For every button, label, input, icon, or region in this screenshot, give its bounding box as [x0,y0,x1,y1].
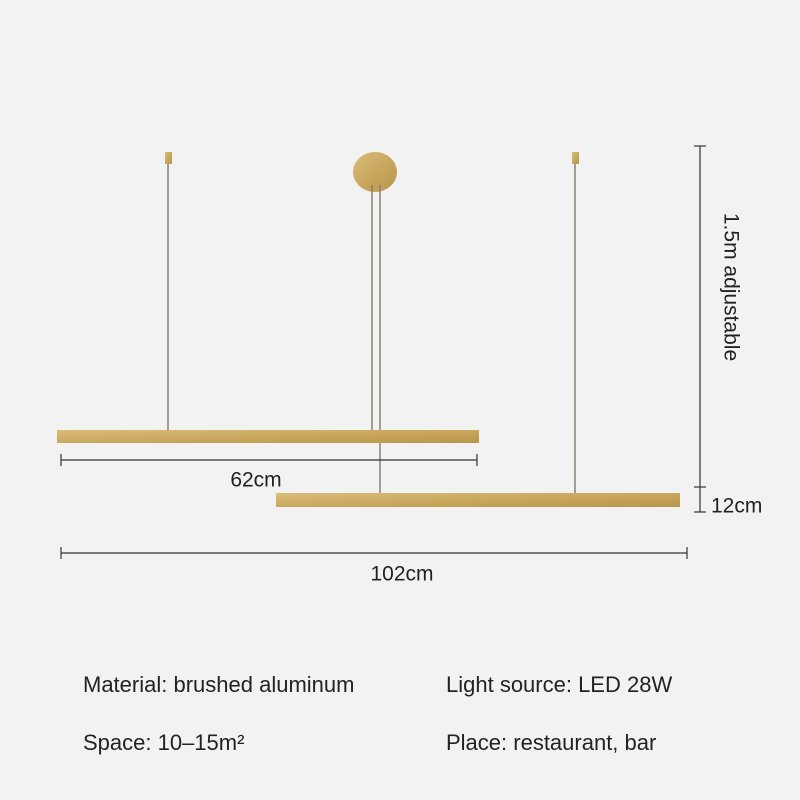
spec-space: Space: 10–15m² [83,730,244,755]
mount [572,152,579,164]
spec-light-source: Light source: LED 28W [446,672,672,697]
spec-place: Place: restaurant, bar [446,730,656,755]
dimension-lines [60,145,706,559]
short-length-label: 62cm [230,469,281,492]
drop-label: 12cm [711,495,762,518]
mount [165,152,172,164]
light-bar [57,430,479,443]
height-label: 1.5m adjustable [719,213,742,361]
light-bar [276,493,680,507]
long-length-label: 102cm [370,563,433,586]
lamp [57,152,680,507]
canopy [353,152,397,192]
spec-material: Material: brushed aluminum [83,672,354,697]
